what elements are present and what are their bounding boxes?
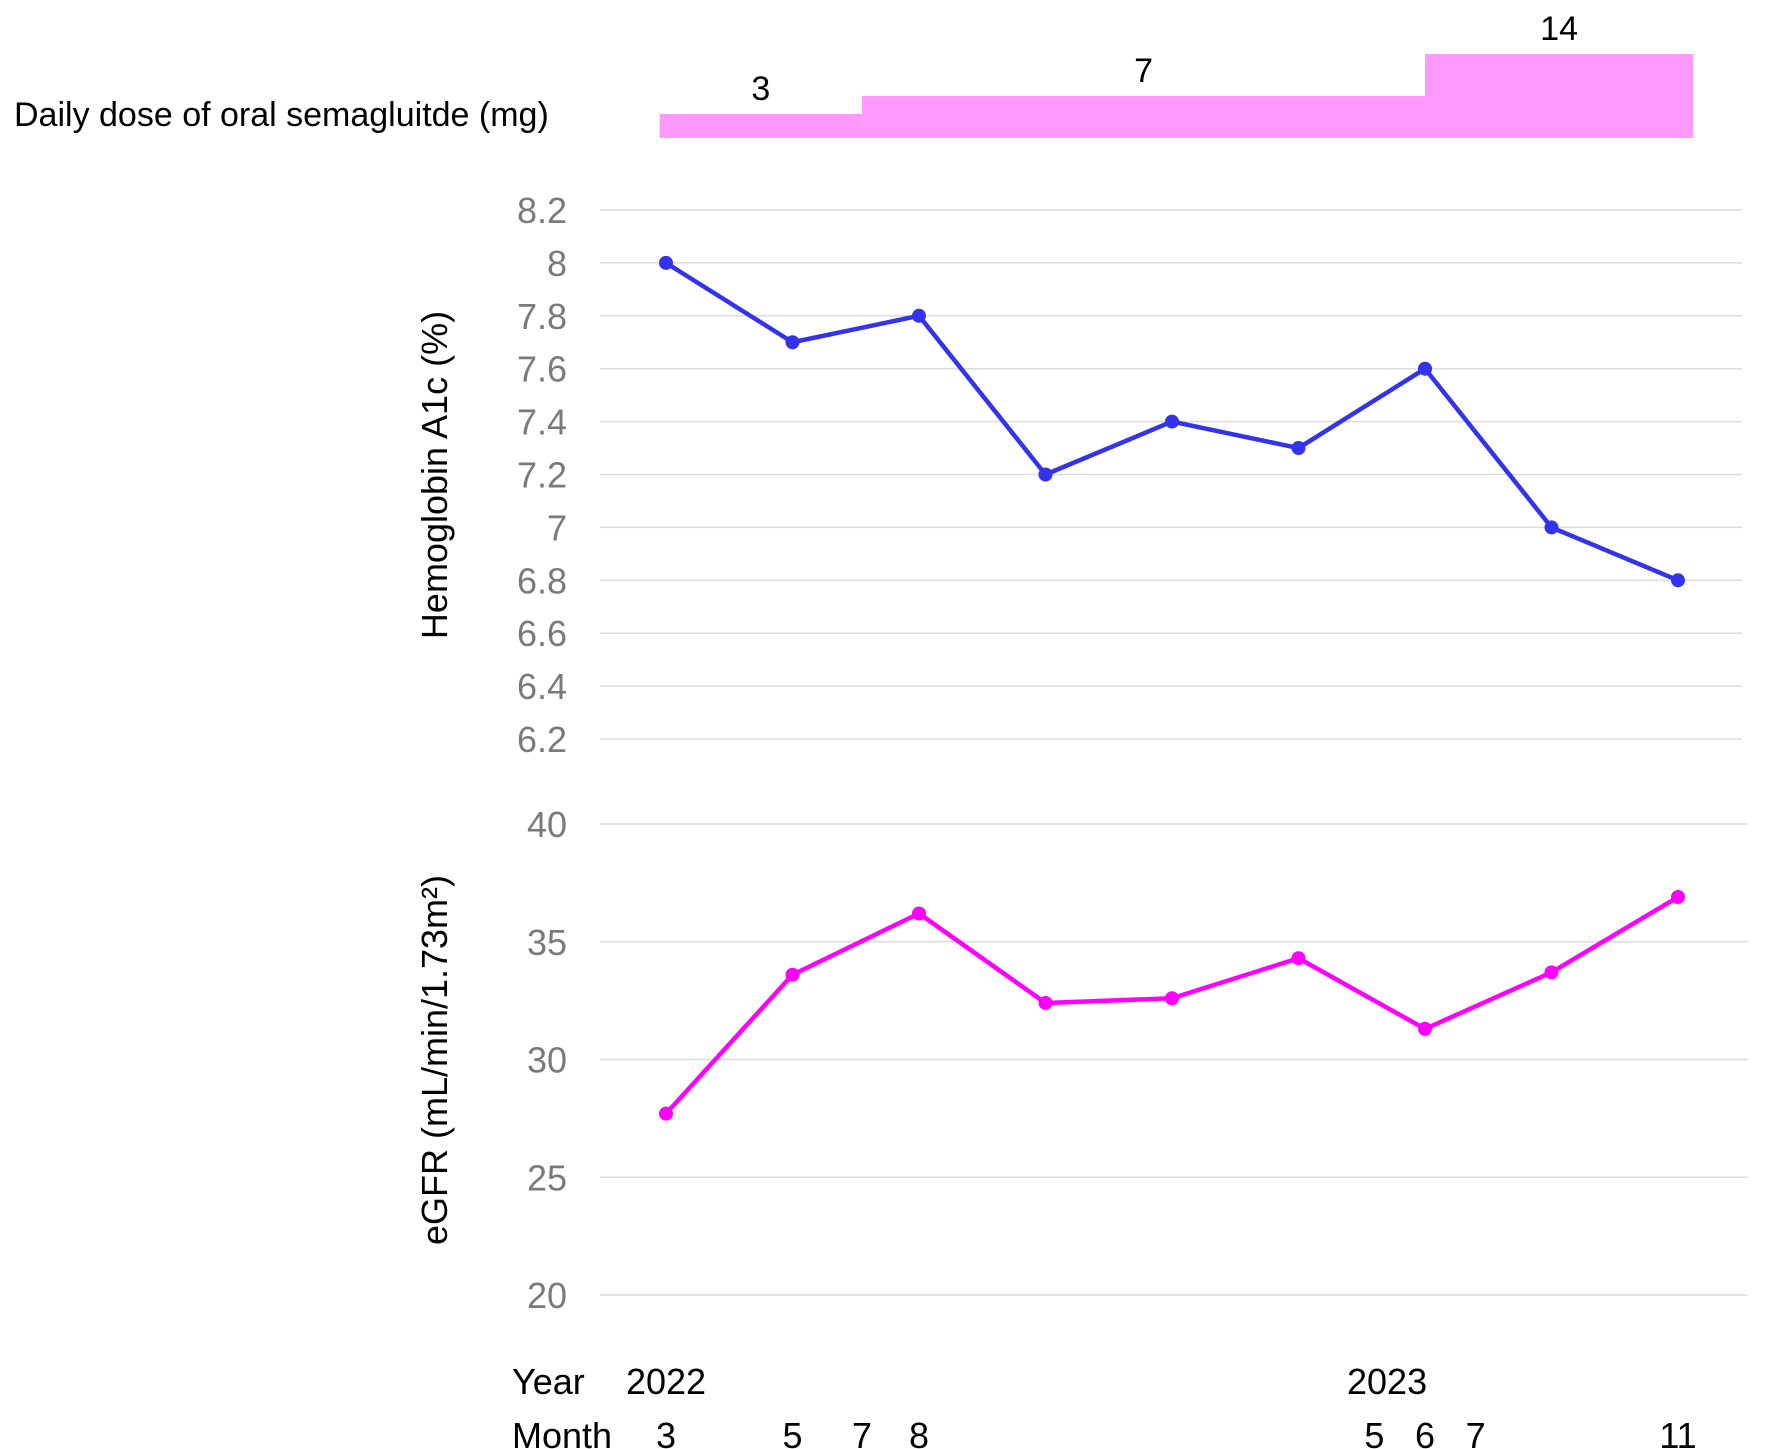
egfr-data-point <box>1544 965 1559 980</box>
year-label: 2022 <box>626 1361 706 1402</box>
hba1c-y-tick-label: 7.8 <box>517 296 567 337</box>
hba1c-y-tick-label: 7.4 <box>517 402 567 443</box>
dose-panel-label: Daily dose of oral semagluitde (mg) <box>14 96 549 134</box>
hba1c-y-tick-label: 6.2 <box>517 719 567 760</box>
dose-bar-7 <box>862 96 1425 138</box>
hba1c-y-tick-label: 8.2 <box>517 190 567 231</box>
month-label: 3 <box>656 1415 676 1449</box>
hba1c-data-point <box>1291 441 1306 456</box>
hba1c-data-point <box>1544 520 1559 535</box>
year-row-label: Year <box>512 1361 585 1402</box>
egfr-y-tick-label: 35 <box>527 922 567 963</box>
month-row-label: Month <box>512 1415 612 1449</box>
hba1c-data-point <box>785 335 800 350</box>
egfr-y-tick-label: 40 <box>527 804 567 845</box>
egfr-panel: 40 35 30 25 20 eGFR (mL/min/1.73m²) <box>414 804 1748 1316</box>
month-label: 5 <box>1364 1415 1384 1449</box>
egfr-data-point <box>912 906 926 921</box>
hba1c-y-tick-label: 6.6 <box>517 613 567 654</box>
egfr-data-point <box>1418 1021 1432 1036</box>
dose-bar-label-7: 7 <box>1134 52 1153 90</box>
hba1c-panel: 8.2 8 7.8 7.6 7.4 7.2 7 6.8 6.6 6.4 6.2 Hemoglobin … <box>414 190 1742 760</box>
month-label: 6 <box>1415 1415 1435 1449</box>
month-label: 11 <box>1659 1415 1696 1449</box>
egfr-y-tick-label: 30 <box>527 1040 567 1081</box>
hba1c-y-tick-label: 6.4 <box>517 666 567 707</box>
dose-bars: 3 7 14 <box>659 10 1694 138</box>
egfr-axis-title: eGFR (mL/min/1.73m²) <box>414 875 455 1245</box>
hba1c-data-point <box>1671 573 1685 588</box>
egfr-data-point <box>1291 951 1306 966</box>
egfr-y-tick-label: 20 <box>527 1275 567 1316</box>
dose-bar-14 <box>1425 54 1694 138</box>
egfr-data-point <box>1165 991 1179 1006</box>
egfr-y-tick-label: 25 <box>527 1157 567 1198</box>
month-label: 7 <box>1466 1415 1486 1449</box>
hba1c-data-point <box>1165 414 1179 429</box>
hba1c-y-tick-label: 7 <box>547 507 567 548</box>
hba1c-y-tick-label: 6.8 <box>517 560 567 601</box>
dose-bar-label-14: 14 <box>1540 10 1578 48</box>
month-label: 5 <box>782 1415 802 1449</box>
hba1c-data-point <box>1418 361 1432 376</box>
egfr-data-point <box>1038 995 1053 1010</box>
hba1c-y-tick-label: 7.6 <box>517 349 567 390</box>
hba1c-data-point <box>912 308 926 323</box>
egfr-series-line <box>664 895 1680 1116</box>
hba1c-y-tick-label: 7.2 <box>517 455 567 496</box>
egfr-data-point <box>1671 890 1685 905</box>
egfr-data-point <box>659 1106 673 1121</box>
hba1c-axis-title: Hemoglobin A1c (%) <box>414 311 455 639</box>
dose-bar-3 <box>659 114 863 138</box>
dose-panel: Daily dose of oral semagluitde (mg) 3 7 14 <box>14 10 1694 138</box>
hba1c-y-tick-label: 8 <box>547 243 567 284</box>
hba1c-data-point <box>1038 467 1053 482</box>
month-label: 8 <box>909 1415 929 1449</box>
dose-bar-label-3: 3 <box>751 70 770 108</box>
egfr-data-point <box>785 967 800 982</box>
year-label: 2023 <box>1347 1361 1427 1402</box>
hba1c-data-point <box>659 255 673 270</box>
month-label: 7 <box>852 1415 872 1449</box>
